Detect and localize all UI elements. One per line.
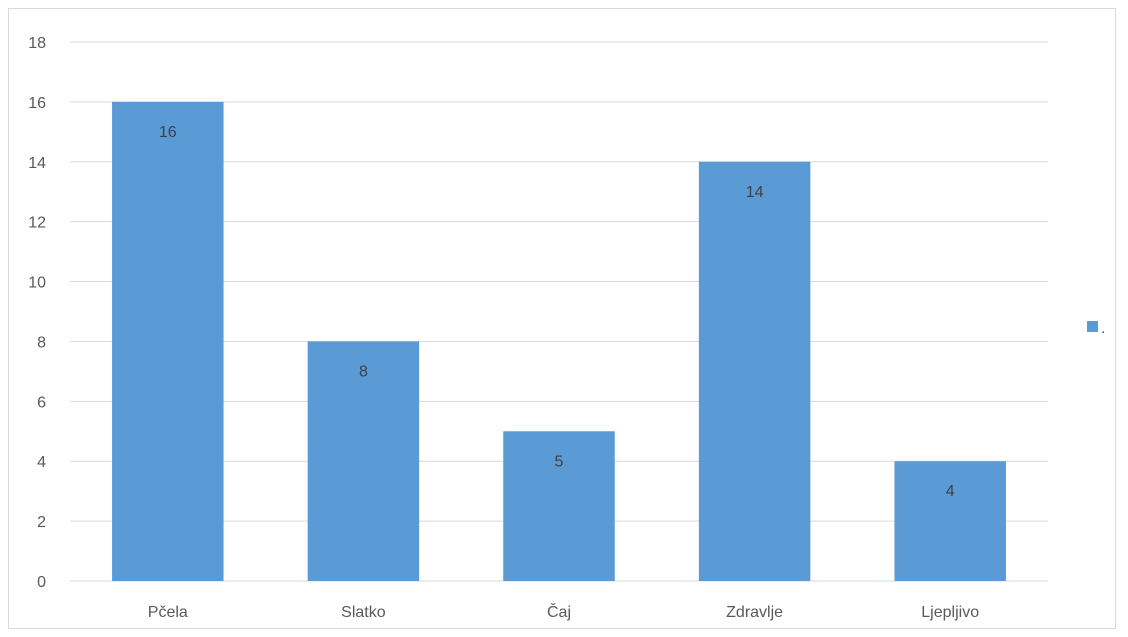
gridlines — [70, 41, 1048, 582]
data-label: 16 — [159, 124, 177, 141]
bars — [112, 101, 1006, 581]
y-tick-label: 2 — [37, 514, 46, 531]
x-tick-label: Slatko — [341, 604, 386, 621]
legend: . — [1087, 320, 1105, 337]
x-tick-label: Čaj — [547, 602, 571, 621]
legend-entry-label: . — [1101, 320, 1105, 337]
bar — [698, 161, 811, 581]
y-tick-label: 0 — [37, 574, 46, 591]
y-tick-label: 6 — [37, 394, 46, 411]
data-label: 14 — [746, 184, 764, 201]
y-tick-label: 4 — [37, 454, 46, 471]
legend-swatch — [1087, 321, 1098, 332]
y-tick-label: 8 — [37, 334, 46, 351]
data-label: 8 — [359, 363, 368, 380]
x-axis-tick-labels: Pčela Slatko Čaj Zdravlje Ljepljivo — [148, 602, 979, 621]
x-tick-label: Zdravlje — [726, 604, 783, 621]
y-tick-label: 10 — [28, 275, 46, 292]
data-label: 4 — [946, 483, 955, 500]
data-label: 5 — [555, 453, 564, 470]
y-tick-label: 12 — [28, 215, 46, 232]
bar — [307, 341, 420, 581]
bar — [112, 101, 224, 581]
bar — [503, 431, 615, 581]
x-tick-label: Ljepljivo — [921, 604, 979, 621]
data-labels: 16 8 5 14 4 — [159, 124, 955, 500]
y-axis-tick-labels: 0 2 4 6 8 10 12 14 16 18 — [28, 35, 46, 591]
y-tick-label: 16 — [28, 95, 46, 112]
y-tick-label: 14 — [28, 155, 46, 172]
x-tick-label: Pčela — [148, 604, 188, 621]
y-tick-label: 18 — [28, 35, 46, 52]
bar — [894, 461, 1006, 581]
